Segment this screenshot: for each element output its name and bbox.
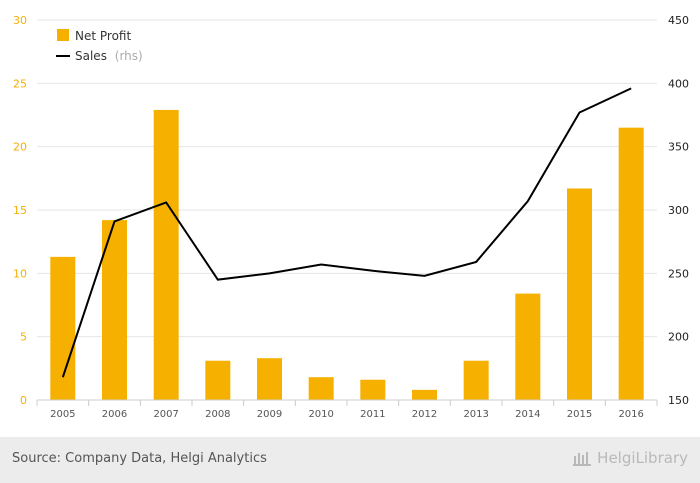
left-tick-label: 15 xyxy=(13,204,27,217)
left-tick-label: 0 xyxy=(20,394,27,407)
bar-layer xyxy=(50,109,644,401)
bar-net-profit xyxy=(308,377,334,400)
bar-net-profit xyxy=(618,127,644,401)
bar-net-profit xyxy=(257,358,282,400)
legend-label-sales: Sales (rhs) xyxy=(75,49,143,63)
legend-label-net-profit: Net Profit xyxy=(75,29,131,43)
bar-net-profit xyxy=(205,360,231,400)
left-tick-label: 10 xyxy=(13,267,27,280)
right-tick-label: 400 xyxy=(668,77,689,90)
bar-net-profit xyxy=(50,256,76,400)
bar-net-profit xyxy=(463,360,489,400)
right-tick-label: 350 xyxy=(668,141,689,154)
line-sales xyxy=(61,87,632,378)
legend: Net Profit Sales (rhs) xyxy=(56,29,143,63)
bar-net-profit xyxy=(360,379,386,400)
left-tick-label: 20 xyxy=(13,141,27,154)
right-tick-label: 150 xyxy=(668,394,689,407)
bar-net-profit xyxy=(153,109,179,400)
x-tick-label: 2010 xyxy=(308,409,333,420)
brand-logo: HelgiLibrary xyxy=(573,449,688,467)
brand-name: HelgiLibrary xyxy=(597,449,688,467)
source-note: Source: Company Data, Helgi Analytics xyxy=(12,451,267,466)
x-tick-label: 2008 xyxy=(205,409,230,420)
x-tick-label: 2012 xyxy=(412,409,437,420)
x-tick-label: 2013 xyxy=(463,409,488,420)
bar-net-profit xyxy=(412,389,437,400)
x-tick-label: 2016 xyxy=(618,409,643,420)
legend-sales-suffix: (rhs) xyxy=(115,49,143,63)
x-tick-label: 2015 xyxy=(567,409,592,420)
legend-sales-name: Sales xyxy=(75,49,107,63)
library-icon xyxy=(573,452,592,466)
right-tick-label: 450 xyxy=(668,14,689,27)
x-tick-label: 2011 xyxy=(360,409,385,420)
x-tick-label: 2014 xyxy=(515,409,540,420)
left-tick-label: 30 xyxy=(13,14,27,27)
bar-net-profit xyxy=(515,293,541,400)
right-tick-label: 200 xyxy=(668,331,689,344)
grid-layer xyxy=(37,19,657,338)
x-tick-label: 2005 xyxy=(50,409,75,420)
line-layer xyxy=(61,87,632,378)
x-tick-label: 2006 xyxy=(102,409,127,420)
right-tick-label: 250 xyxy=(668,267,689,280)
x-tick-label: 2007 xyxy=(153,409,178,420)
left-tick-label: 5 xyxy=(20,331,27,344)
bar-net-profit xyxy=(102,220,127,400)
right-tick-label: 300 xyxy=(668,204,689,217)
x-tick-label: 2009 xyxy=(257,409,282,420)
left-tick-label: 25 xyxy=(13,77,27,90)
axis-layer: 0 5 10 15 20 25 30 150 200 250 300 350 400 450 2005 200… xyxy=(13,14,689,420)
legend-swatch-net-profit xyxy=(57,29,69,41)
bar-net-profit xyxy=(567,188,592,400)
footer: Source: Company Data, Helgi Analytics He… xyxy=(0,437,700,483)
chart-svg: 0 5 10 15 20 25 30 150 200 250 300 350 400 450 2005 200… xyxy=(13,14,689,420)
